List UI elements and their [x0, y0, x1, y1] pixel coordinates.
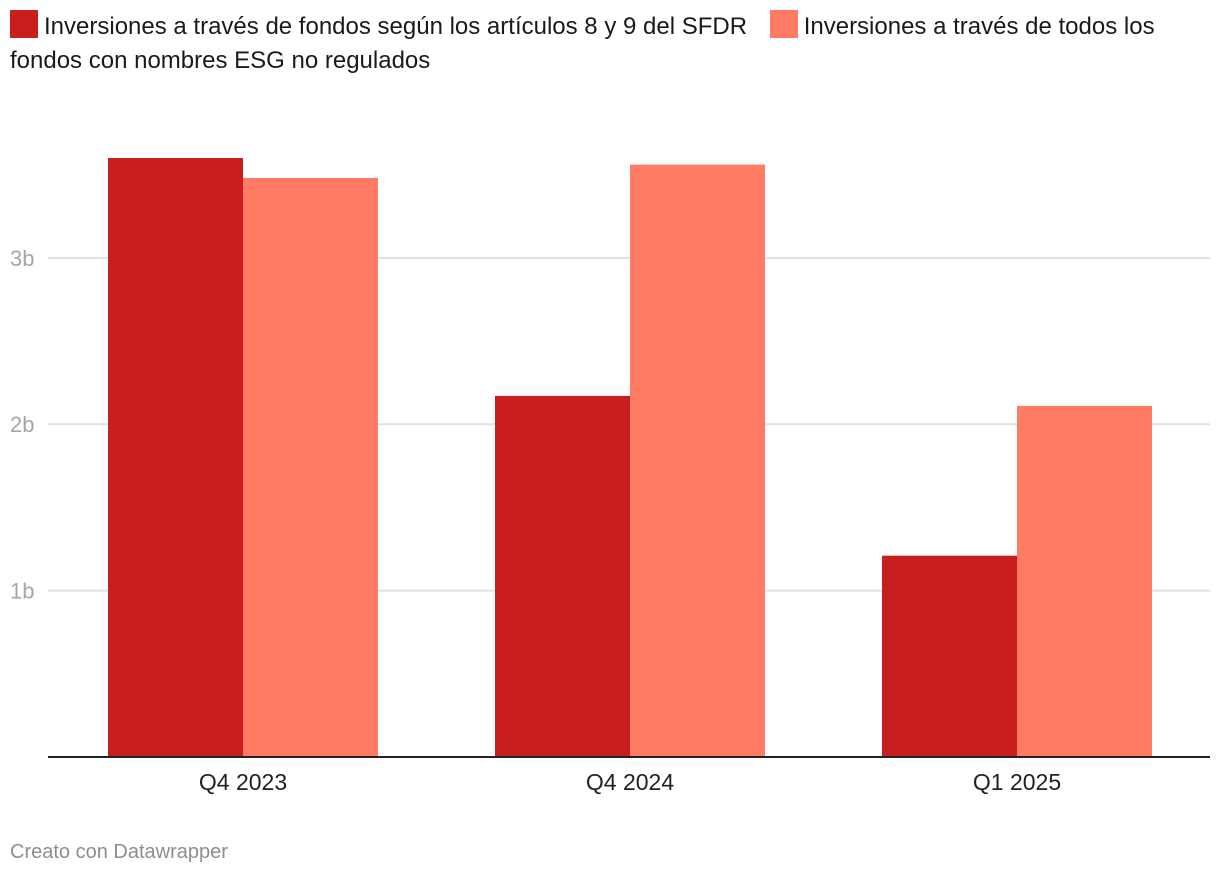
x-category-label: Q4 2023	[199, 769, 287, 795]
legend-label-sfdr: Inversiones a través de fondos según los…	[44, 13, 748, 40]
legend-item-sfdr: Inversiones a través de fondos según los…	[10, 10, 763, 40]
legend-swatch-sfdr	[10, 10, 38, 38]
bar-esg-q4-2024	[630, 164, 765, 758]
legend-swatch-esg	[769, 10, 798, 38]
y-tick-label: 3b	[10, 246, 34, 271]
bar-sfdr-q1-2025	[882, 555, 1017, 757]
footer-credit: Creato con Datawrapper	[10, 841, 228, 863]
bars	[108, 158, 1152, 758]
bar-sfdr-q4-2023	[108, 158, 243, 757]
bar-esg-q1-2025	[1017, 405, 1152, 757]
category-labels: Q4 2023 Q4 2024 Q1 2025	[199, 769, 1061, 795]
legend: Inversiones a través de fondos según los…	[10, 10, 1210, 78]
bar-esg-q4-2023	[243, 177, 378, 757]
y-tick-label: 2b	[10, 412, 34, 437]
y-tick-label: 1b	[10, 579, 34, 604]
x-category-label: Q1 2025	[973, 769, 1061, 795]
bar-sfdr-q4-2024	[495, 395, 630, 757]
legend-item-esg: Inversiones a través de todos los fondos…	[10, 10, 1155, 74]
x-category-label: Q4 2024	[586, 769, 674, 795]
legend-label-esg: Inversiones a través de todos los fondos…	[10, 13, 1155, 74]
